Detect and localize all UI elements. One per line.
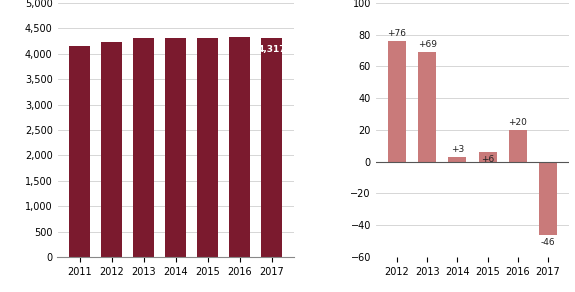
Bar <box>388 41 406 162</box>
Text: +69: +69 <box>417 40 436 49</box>
Bar <box>101 42 122 257</box>
Bar <box>166 38 186 257</box>
Text: -46: -46 <box>540 238 555 247</box>
Text: +3: +3 <box>451 145 464 154</box>
Bar <box>509 130 527 162</box>
Bar <box>229 37 250 257</box>
Text: +6: +6 <box>481 155 494 164</box>
Text: +76: +76 <box>388 29 407 38</box>
Bar <box>448 157 466 162</box>
Bar <box>133 38 154 257</box>
Bar <box>261 38 282 257</box>
Bar <box>539 162 557 235</box>
Bar <box>418 52 436 162</box>
Bar <box>70 46 90 257</box>
Bar <box>197 38 218 257</box>
Bar <box>478 152 497 162</box>
Text: +20: +20 <box>508 118 527 127</box>
Text: 4,317: 4,317 <box>258 45 286 54</box>
